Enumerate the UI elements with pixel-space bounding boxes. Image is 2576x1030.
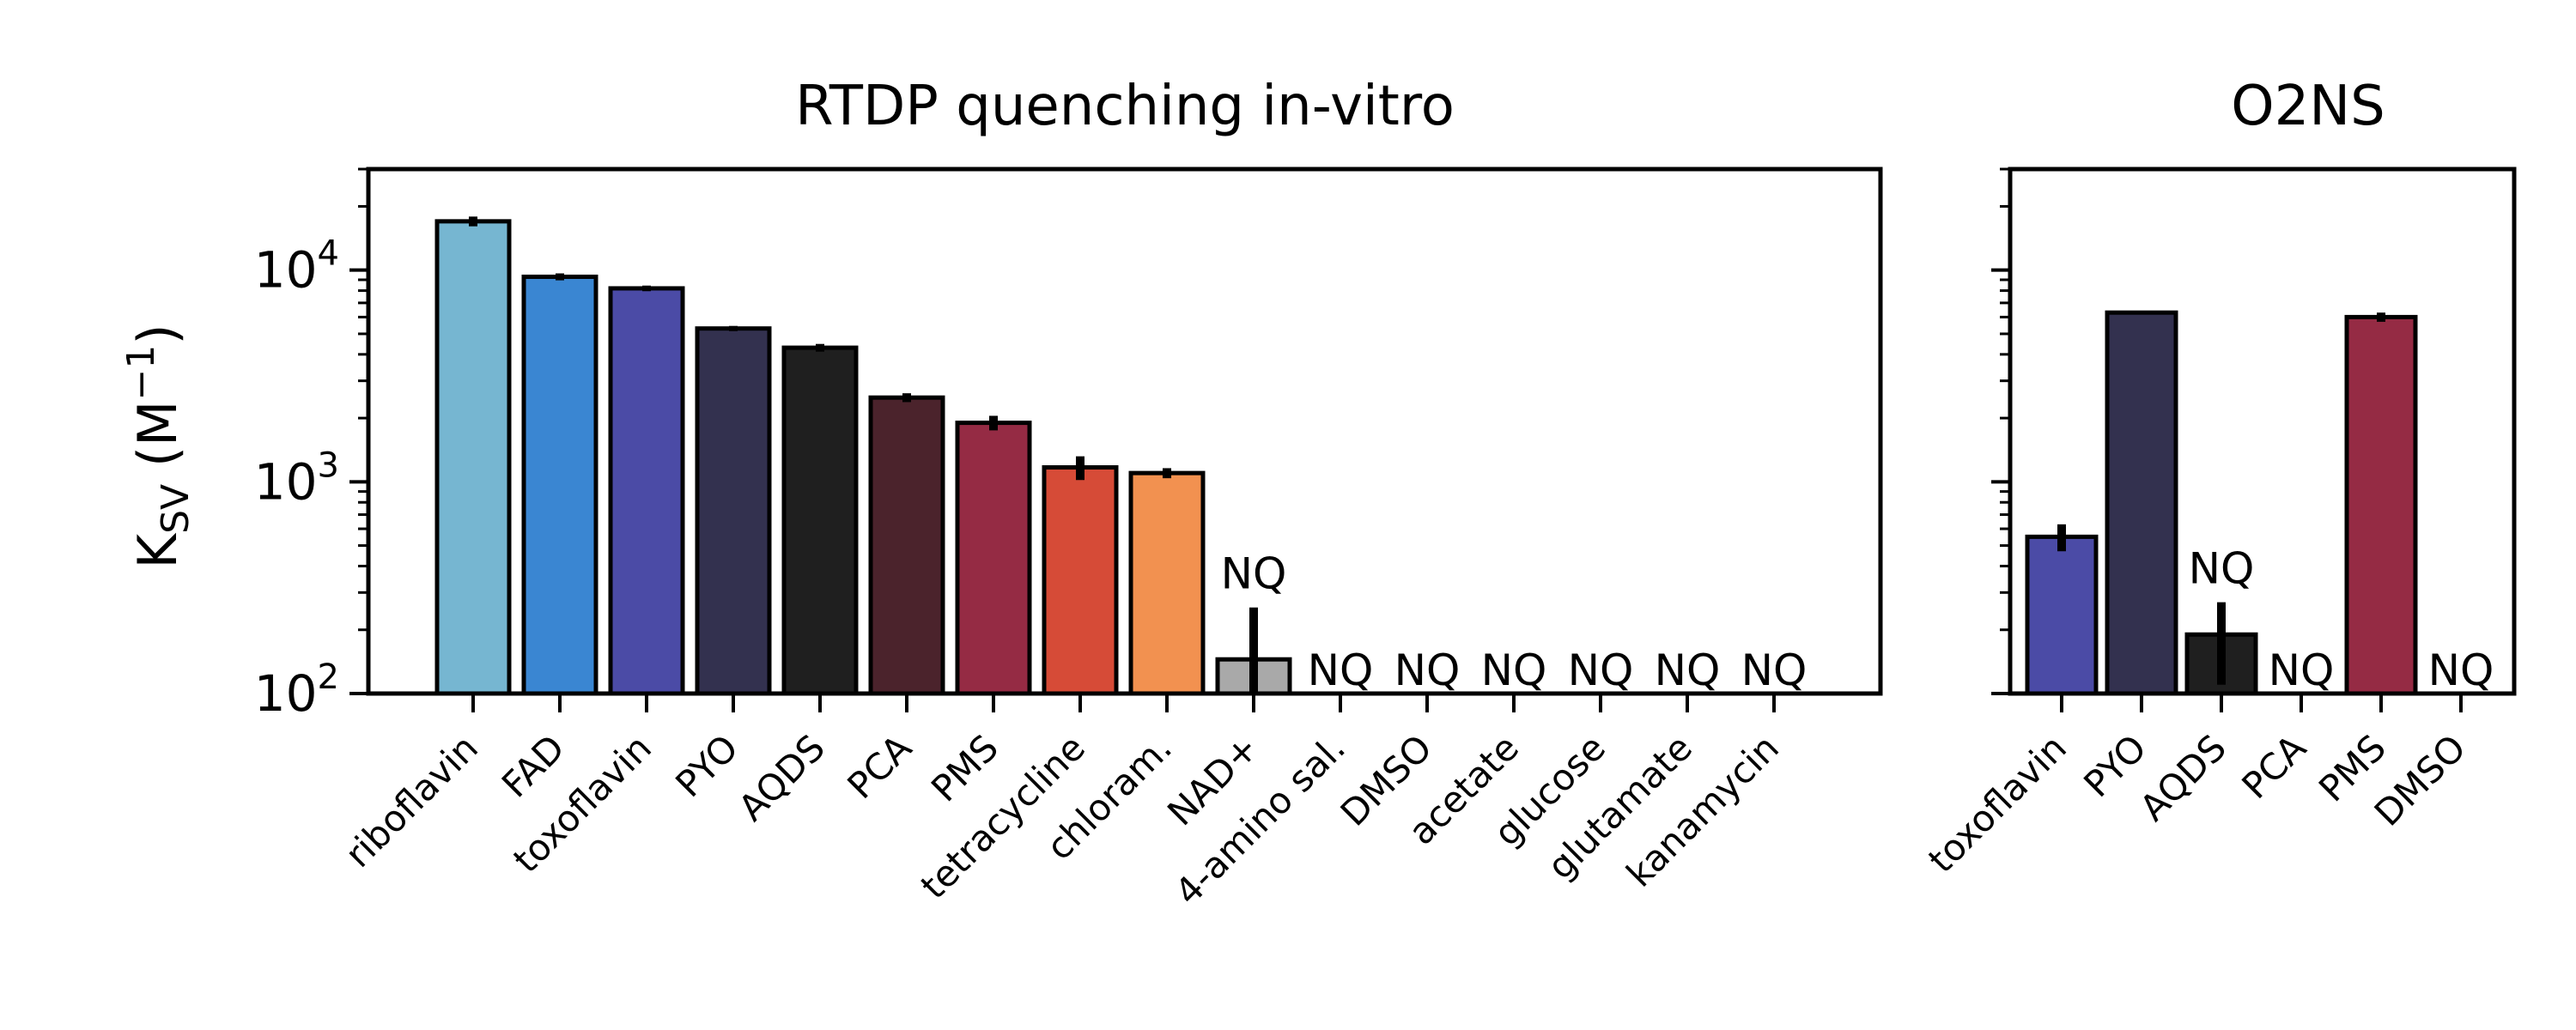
left-plot-frame xyxy=(366,167,1883,696)
left-nq-label: NQ xyxy=(1481,645,1547,695)
left-bar xyxy=(434,219,512,696)
left-bar xyxy=(868,395,945,696)
left-nq-label: NQ xyxy=(1221,549,1287,599)
left-category-label: PYO xyxy=(667,726,746,805)
right-nq-label: NQ xyxy=(2269,645,2335,695)
right-nq-label: NQ xyxy=(2189,544,2255,594)
right-nq-label: NQ xyxy=(2428,645,2494,695)
left-category-label: riboflavin xyxy=(337,726,486,876)
right-bar xyxy=(2344,314,2418,696)
right-plot-frame xyxy=(2008,167,2517,696)
left-bar xyxy=(521,274,598,696)
right-category-label: DMSO xyxy=(2366,726,2474,833)
left-nq-label: NQ xyxy=(1741,645,1807,695)
right-category-label: PCA xyxy=(2233,726,2314,807)
y-axis-label: KSV (M−1) xyxy=(119,324,197,568)
left-nq-label: NQ xyxy=(1308,645,1374,695)
left-bar xyxy=(1042,465,1119,696)
left-category-label: PCA xyxy=(839,726,920,807)
right-category-label: AQDS xyxy=(2132,726,2235,829)
right-chart-title: O2NS xyxy=(2231,75,2385,138)
left-nq-label: NQ xyxy=(1568,645,1634,695)
left-bar xyxy=(781,345,859,696)
left-bar xyxy=(608,286,685,696)
left-category-label: FAD xyxy=(494,726,573,805)
right-bar xyxy=(2105,310,2178,696)
left-category-label: AQDS xyxy=(731,726,834,829)
right-bar xyxy=(2025,534,2099,696)
left-nq-label: NQ xyxy=(1655,645,1721,695)
left-bar xyxy=(1128,470,1206,696)
y-tick-label: 103 xyxy=(254,445,339,511)
right-category-label: toxoflavin xyxy=(1920,726,2075,881)
y-tick-label: 102 xyxy=(254,657,339,723)
y-tick-label: 104 xyxy=(254,234,339,300)
left-bar xyxy=(695,326,772,696)
left-bar xyxy=(955,421,1032,696)
left-nq-label: NQ xyxy=(1394,645,1461,695)
left-chart-title: RTDP quenching in-vitro xyxy=(795,75,1455,138)
